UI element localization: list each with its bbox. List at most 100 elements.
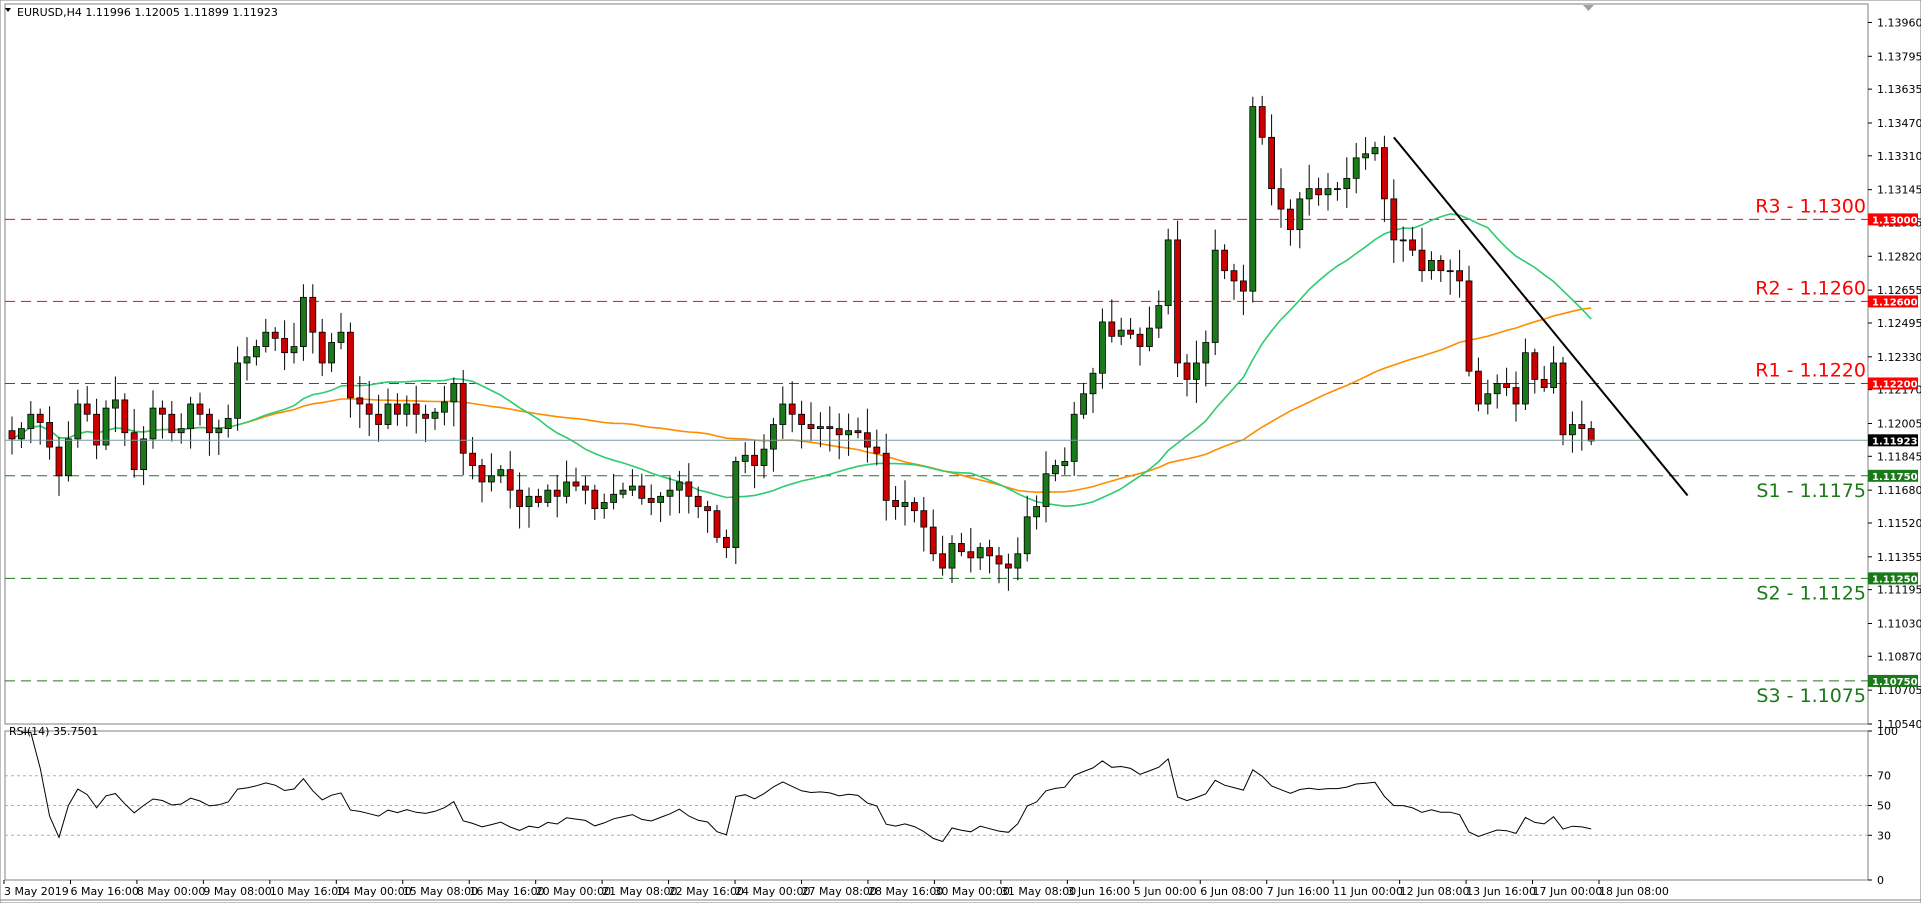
candle — [243, 337, 251, 381]
candle — [986, 539, 993, 574]
candle-body — [1108, 321, 1116, 337]
x-tick-label: 3 Jun 16:00 — [1067, 885, 1130, 898]
candle — [17, 422, 25, 448]
collapse-triangle-icon[interactable] — [5, 8, 11, 12]
candle — [1540, 365, 1548, 392]
candle-body — [497, 469, 505, 477]
candle — [1352, 142, 1360, 194]
candle-body — [779, 403, 787, 425]
candle — [600, 493, 608, 519]
y-tick-label: 1.12005 — [1877, 417, 1921, 430]
candle-body — [36, 413, 44, 423]
y-tick-label: 1.11520 — [1877, 517, 1921, 530]
candle — [149, 390, 157, 449]
candle — [685, 463, 693, 514]
level-label-s1: S1 - 1.1175 — [1756, 480, 1866, 502]
y-tick-label: 1.13635 — [1877, 83, 1921, 96]
candle — [1343, 157, 1351, 208]
x-tick-label: 20 May 00:00 — [536, 885, 611, 898]
candle-body — [920, 510, 928, 528]
candle-body — [65, 438, 72, 477]
candle-body — [1033, 506, 1040, 518]
candle — [1465, 265, 1473, 377]
candle-body — [130, 432, 138, 471]
candle-body — [1305, 188, 1313, 200]
level-price-tag — [1868, 213, 1918, 226]
candle — [1399, 226, 1407, 262]
candle — [27, 401, 35, 444]
candle — [704, 500, 711, 533]
candle — [619, 482, 627, 499]
candle-body — [102, 407, 110, 446]
candle-body — [958, 543, 965, 553]
symbol-header: EURUSD,H4 1.11996 1.12005 1.11899 1.1192… — [17, 6, 278, 19]
candle-body — [1531, 352, 1539, 380]
candle-body — [17, 428, 25, 440]
candle — [1202, 330, 1210, 387]
candle-body — [412, 403, 420, 415]
candle — [252, 339, 260, 366]
candle — [102, 400, 110, 451]
y-tick-label: 1.11030 — [1877, 617, 1921, 630]
candle — [1503, 367, 1510, 397]
candle-body — [901, 502, 909, 507]
candle-body — [788, 403, 796, 415]
shift-marker-icon[interactable] — [1583, 5, 1594, 11]
x-tick-label: 13 Jun 16:00 — [1466, 885, 1536, 898]
candle — [1390, 179, 1398, 263]
candle-body — [723, 536, 730, 548]
candle-body — [243, 356, 251, 364]
candle — [779, 386, 787, 439]
candle — [83, 386, 91, 422]
x-tick-label: 9 May 08:00 — [203, 885, 271, 898]
candle — [1315, 177, 1322, 206]
candle-body — [1268, 136, 1275, 190]
candle-body — [582, 485, 589, 491]
candle-body — [140, 438, 148, 471]
candle-body — [638, 485, 646, 499]
candle-body — [337, 331, 345, 343]
candle-body — [619, 489, 627, 495]
x-tick-label: 8 May 00:00 — [137, 885, 205, 898]
candle — [788, 381, 796, 433]
moving-average-fast — [11, 213, 1592, 508]
candle — [741, 442, 749, 474]
candle — [506, 451, 514, 509]
rsi-tick-label: 70 — [1877, 770, 1891, 783]
candle-body — [591, 489, 599, 510]
candle — [826, 406, 834, 452]
candle-body — [112, 399, 119, 409]
level-price-tag — [1868, 377, 1918, 390]
candle-body — [1390, 198, 1398, 241]
candle — [807, 402, 815, 442]
level-label-s2: S2 - 1.1125 — [1756, 582, 1866, 604]
candle-body — [121, 399, 129, 434]
y-tick-label: 1.11355 — [1877, 551, 1921, 564]
candle — [638, 473, 646, 505]
candle — [1362, 137, 1369, 170]
current-price-tag-text: 1.11923 — [1872, 436, 1918, 447]
candle — [1456, 249, 1463, 298]
candle-body — [1437, 260, 1445, 272]
rsi-header: RSI(14) 35.7501 — [9, 725, 98, 738]
rsi-tick-label: 50 — [1877, 800, 1891, 813]
candle — [422, 404, 430, 443]
candle-body — [1211, 249, 1219, 343]
candle-body — [704, 506, 711, 512]
candle-body — [657, 495, 664, 503]
candle — [1164, 228, 1172, 315]
candle-body — [187, 403, 195, 430]
candle — [864, 408, 871, 463]
candle — [629, 469, 636, 497]
x-tick-label: 7 Jun 16:00 — [1267, 885, 1330, 898]
candle — [1531, 348, 1539, 394]
candle — [412, 385, 420, 434]
rsi-pane[interactable]: 100 70 50 30 0 — [4, 725, 1898, 887]
rsi-tick-label: 100 — [1877, 725, 1898, 738]
candle-body — [948, 543, 956, 569]
x-tick-label: 27 May 08:00 — [802, 885, 877, 898]
candle-body — [168, 413, 176, 434]
